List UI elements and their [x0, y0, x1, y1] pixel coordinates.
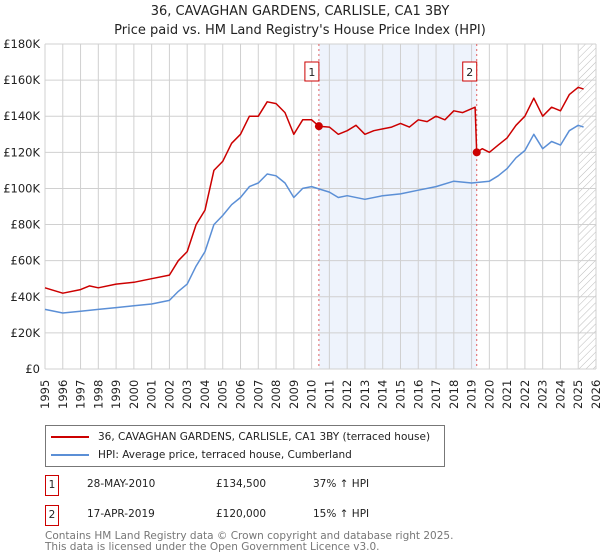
x-tick-label: 2012 [340, 380, 354, 409]
x-tick-label: 2022 [518, 380, 532, 409]
sale-date: 17-APR-2019 [87, 508, 155, 520]
shaded-ownership-region [318, 44, 477, 369]
x-tick-label: 2019 [465, 380, 479, 409]
x-tick-label: 2016 [411, 380, 425, 409]
sale-point [472, 148, 481, 157]
x-tick-label: 1998 [91, 380, 105, 409]
sale-marker-box: 1 [45, 475, 59, 496]
x-tick-label: 2024 [553, 380, 567, 409]
x-tick-label: 2025 [571, 380, 585, 409]
subtitle: Price paid vs. HM Land Registry's House … [114, 23, 486, 38]
sale-label: 1 [308, 66, 315, 79]
y-tick-label: £0 [25, 362, 40, 376]
x-tick-label: 2011 [322, 380, 336, 409]
sale-row-1: 1 28-MAY-2010 £134,500 37% ↑ HPI [45, 475, 545, 496]
x-tick-label: 2014 [376, 380, 390, 409]
x-tick-label: 2003 [180, 380, 194, 409]
legend-label: 36, CAVAGHAN GARDENS, CARLISLE, CA1 3BY … [98, 431, 431, 443]
x-tick-label: 2021 [500, 380, 514, 409]
footer: Contains HM Land Registry data © Crown c… [45, 531, 453, 553]
y-tick-label: £140K [3, 109, 40, 123]
legend-label: HPI: Average price, terraced house, Cumb… [98, 449, 352, 461]
sale-date: 28-MAY-2010 [87, 478, 156, 490]
sale-hpi-diff: 15% ↑ HPI [313, 508, 370, 520]
x-tick-label: 2015 [393, 380, 407, 409]
x-tick-label: 2002 [162, 380, 176, 409]
legend-swatch-red [51, 436, 89, 438]
sale-label-box [462, 61, 478, 82]
legend-item-property: 36, CAVAGHAN GARDENS, CARLISLE, CA1 3BY … [51, 428, 430, 446]
series-line [44, 124, 584, 314]
x-tick-label: 2001 [145, 380, 159, 409]
y-tick-label: £60K [11, 254, 41, 268]
x-tick-label: 2026 [589, 380, 600, 409]
x-tick-label: 2004 [198, 380, 212, 409]
chart-title: 36, CAVAGHAN GARDENS, CARLISLE, CA1 3BY … [0, 2, 600, 40]
series-line [44, 86, 584, 294]
y-tick-label: £80K [11, 218, 41, 232]
sale-point [314, 122, 323, 131]
footer-line-2: This data is licensed under the Open Gov… [45, 541, 380, 553]
x-tick-label: 1997 [74, 380, 88, 409]
x-tick-label: 1996 [56, 380, 70, 409]
legend-item-hpi: HPI: Average price, terraced house, Cumb… [51, 446, 352, 464]
sale-price: £134,500 [216, 478, 267, 490]
sale-label: 2 [466, 66, 473, 79]
legend: 36, CAVAGHAN GARDENS, CARLISLE, CA1 3BY … [45, 425, 445, 467]
hatched-forecast-region [578, 44, 597, 369]
x-tick-label: 2018 [447, 380, 461, 409]
title: 36, CAVAGHAN GARDENS, CARLISLE, CA1 3BY [150, 4, 450, 19]
y-tick-label: £160K [3, 73, 40, 87]
y-tick-label: £180K [3, 37, 40, 51]
x-tick-label: 2013 [358, 380, 372, 409]
x-tick-label: 2007 [251, 380, 265, 409]
sale-label-box [304, 61, 320, 82]
x-tick-label: 2010 [305, 380, 319, 409]
sale-marker-box: 2 [45, 505, 59, 526]
x-tick-label: 2020 [482, 380, 496, 409]
y-tick-label: £100K [3, 181, 40, 195]
x-tick-label: 1995 [38, 380, 52, 409]
x-tick-label: 1999 [109, 380, 123, 409]
x-tick-label: 2008 [269, 380, 283, 409]
x-tick-label: 2017 [429, 380, 443, 409]
legend-swatch-blue [51, 454, 89, 456]
sale-row-2: 2 17-APR-2019 £120,000 15% ↑ HPI [45, 505, 545, 526]
x-tick-label: 2023 [536, 380, 550, 409]
footer-line-1: Contains HM Land Registry data © Crown c… [45, 530, 454, 542]
y-tick-label: £20K [11, 326, 41, 340]
x-tick-label: 2006 [234, 380, 248, 409]
sale-price: £120,000 [216, 508, 267, 520]
y-tick-label: £40K [11, 290, 41, 304]
sale-hpi-diff: 37% ↑ HPI [313, 478, 370, 490]
x-tick-label: 2005 [216, 380, 230, 409]
y-tick-label: £120K [3, 145, 40, 159]
x-tick-label: 2000 [127, 380, 141, 409]
x-tick-label: 2009 [287, 380, 301, 409]
